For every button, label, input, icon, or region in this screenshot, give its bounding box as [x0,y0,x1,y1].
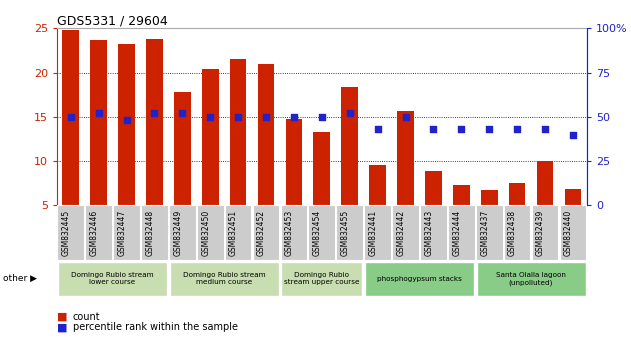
Bar [536,161,553,250]
Bar [90,40,107,250]
Bar [314,132,330,250]
Bar [481,190,498,250]
Point [428,126,439,132]
Point [66,114,76,120]
Bar [425,171,442,250]
Text: Domingo Rubio
stream upper course: Domingo Rubio stream upper course [284,272,360,285]
Text: GSM832453: GSM832453 [285,210,294,256]
Text: Domingo Rubio stream
medium course: Domingo Rubio stream medium course [183,272,266,285]
Text: GSM832444: GSM832444 [452,210,461,256]
Text: GSM832455: GSM832455 [341,210,350,256]
Text: GSM832446: GSM832446 [90,210,98,256]
Text: GSM832451: GSM832451 [229,210,238,256]
Bar [565,189,581,250]
Text: ■: ■ [57,322,68,332]
Bar [146,39,163,250]
Text: GSM832441: GSM832441 [369,210,377,256]
Point [568,132,578,137]
Point [261,114,271,120]
Text: GSM832454: GSM832454 [313,210,322,256]
Point [205,114,215,120]
Text: GDS5331 / 29604: GDS5331 / 29604 [57,14,168,27]
Bar [62,30,79,250]
Text: GSM832443: GSM832443 [425,210,433,256]
Bar [453,185,469,250]
Text: GSM832449: GSM832449 [174,210,182,256]
Point [150,110,160,116]
Point [93,110,103,116]
Point [177,110,187,116]
Bar [118,44,135,250]
Text: ■: ■ [57,312,68,322]
Point [122,118,132,123]
Point [289,114,299,120]
Bar [369,166,386,250]
Bar [286,120,302,250]
Bar [174,92,191,250]
Text: GSM832439: GSM832439 [536,210,545,256]
Text: percentile rank within the sample: percentile rank within the sample [73,322,237,332]
Bar [509,183,526,250]
Text: GSM832437: GSM832437 [480,210,489,256]
Text: GSM832447: GSM832447 [117,210,127,256]
Point [540,126,550,132]
Text: phosphogypsum stacks: phosphogypsum stacks [377,276,462,282]
Text: Santa Olalla lagoon
(unpolluted): Santa Olalla lagoon (unpolluted) [496,272,566,286]
Text: GSM832450: GSM832450 [201,210,210,256]
Bar [257,64,274,250]
Text: count: count [73,312,100,322]
Point [345,110,355,116]
Text: other ▶: other ▶ [3,274,37,283]
Text: GSM832445: GSM832445 [62,210,71,256]
Bar [202,69,218,250]
Point [456,126,466,132]
Text: GSM832438: GSM832438 [508,210,517,256]
Point [233,114,243,120]
Point [484,126,494,132]
Text: GSM832448: GSM832448 [145,210,155,256]
Point [401,114,411,120]
Point [317,114,327,120]
Text: GSM832452: GSM832452 [257,210,266,256]
Bar [341,87,358,250]
Point [512,126,522,132]
Point [372,126,382,132]
Text: GSM832440: GSM832440 [564,210,573,256]
Text: Domingo Rubio stream
lower course: Domingo Rubio stream lower course [71,272,154,285]
Text: GSM832442: GSM832442 [396,210,406,256]
Bar [230,59,247,250]
Bar [397,110,414,250]
